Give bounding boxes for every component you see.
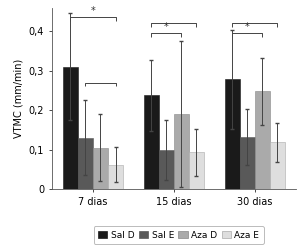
Y-axis label: VTMC (mm/min): VTMC (mm/min)	[13, 59, 23, 138]
Bar	[144, 95, 159, 189]
Text: *: *	[164, 22, 169, 32]
Bar	[225, 79, 240, 189]
Text: *: *	[91, 6, 95, 16]
Bar	[63, 67, 78, 189]
Text: *: *	[245, 22, 249, 32]
Bar	[189, 152, 204, 189]
Bar	[159, 150, 174, 189]
Bar	[174, 114, 189, 189]
Bar	[93, 148, 108, 189]
Bar	[78, 138, 93, 189]
Legend: Sal D, Sal E, Aza D, Aza E: Sal D, Sal E, Aza D, Aza E	[94, 226, 264, 244]
Bar	[108, 165, 123, 189]
Bar	[240, 137, 255, 189]
Bar	[255, 91, 270, 189]
Bar	[270, 142, 285, 189]
